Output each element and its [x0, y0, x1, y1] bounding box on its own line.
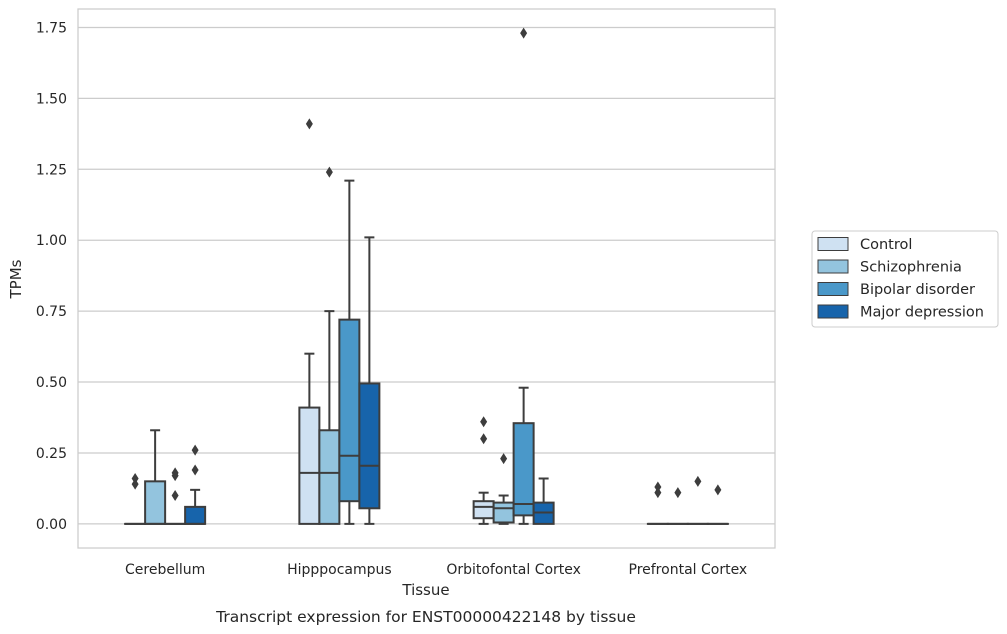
outlier-point	[714, 484, 722, 496]
box-schizophrenia	[666, 487, 689, 525]
legend-swatch	[817, 259, 849, 274]
box-schizophrenia	[144, 429, 167, 525]
x-tick-label: Cerebellum	[125, 562, 205, 578]
y-tick-label: 1.75	[36, 20, 67, 36]
legend-swatch	[817, 237, 849, 251]
y-tick-labels: 0.00 0.25 0.50 0.75 1.00 1.25 1.50 1.75	[36, 20, 67, 532]
x-tick-label: Hipppocampus	[287, 562, 392, 578]
box-major-depression	[706, 484, 729, 525]
x-tick-labels: Cerebellum Hipppocampus Orbitofontal Corte…	[125, 562, 747, 578]
box-series	[124, 27, 729, 525]
grid-lines	[78, 26, 775, 525]
outlier-point	[171, 467, 179, 479]
outlier-point	[131, 472, 139, 484]
outlier-point	[305, 118, 313, 130]
box-body	[472, 500, 495, 520]
box-schizophrenia	[318, 166, 341, 525]
box-body	[358, 382, 381, 510]
y-tick-label: 0.75	[36, 304, 67, 320]
box-body	[492, 501, 515, 524]
legend-label: Schizophrenia	[860, 260, 962, 276]
outlier-point	[131, 478, 139, 490]
chart-caption: Transcript expression for ENST0000042214…	[215, 608, 636, 626]
outlier-point	[500, 453, 508, 465]
outlier-point	[480, 433, 488, 445]
x-tick-label: Orbitofontal Cortex	[446, 562, 581, 578]
box-bipolar-disorder	[164, 467, 187, 525]
outlier-point	[191, 464, 199, 476]
y-tick-label: 1.00	[36, 233, 67, 249]
box-body	[512, 422, 535, 517]
outlier-point	[694, 475, 702, 487]
box-schizophrenia	[492, 453, 515, 525]
outlier-point	[171, 490, 179, 502]
box-body	[338, 318, 361, 503]
y-axis-label: TPMs	[7, 259, 25, 299]
outlier-point	[654, 481, 662, 493]
outlier-point	[325, 166, 333, 178]
legend-frame	[811, 230, 999, 328]
box-control	[124, 472, 147, 525]
box-body	[184, 505, 207, 525]
box-body	[144, 480, 167, 525]
legend-swatch	[817, 304, 849, 319]
y-tick-label: 1.50	[36, 91, 67, 107]
box-major-depression	[184, 444, 207, 525]
y-tick-label: 1.25	[36, 162, 67, 178]
y-tick-label: 0.00	[36, 517, 67, 533]
legend-label: Major depression	[860, 305, 984, 321]
box-control	[646, 481, 669, 525]
outlier-point	[191, 444, 199, 456]
box-bipolar-disorder	[686, 475, 709, 525]
outlier-point	[480, 416, 488, 428]
x-axis-label: Tissue	[401, 581, 449, 599]
legend-label: Control	[860, 237, 912, 253]
legend-label: Bipolar disorder	[860, 282, 975, 298]
plot-frame	[77, 8, 776, 549]
box-major-depression	[532, 477, 555, 525]
box-body	[298, 406, 321, 525]
outlier-point	[654, 487, 662, 499]
legend-swatch	[817, 282, 849, 296]
y-tick-label: 0.50	[36, 375, 67, 391]
box-bipolar-disorder	[338, 179, 361, 525]
outlier-point	[674, 487, 682, 499]
y-tick-label: 0.25	[36, 446, 67, 462]
box-control	[298, 118, 321, 525]
box-bipolar-disorder	[512, 27, 535, 525]
legend: Control Schizophrenia Bipolar disorder Majo…	[811, 230, 999, 328]
x-tick-label: Prefrontal Cortex	[629, 562, 748, 578]
box-major-depression	[358, 236, 381, 525]
box-control	[472, 416, 495, 525]
box-body	[318, 429, 341, 525]
outlier-point	[520, 27, 528, 39]
